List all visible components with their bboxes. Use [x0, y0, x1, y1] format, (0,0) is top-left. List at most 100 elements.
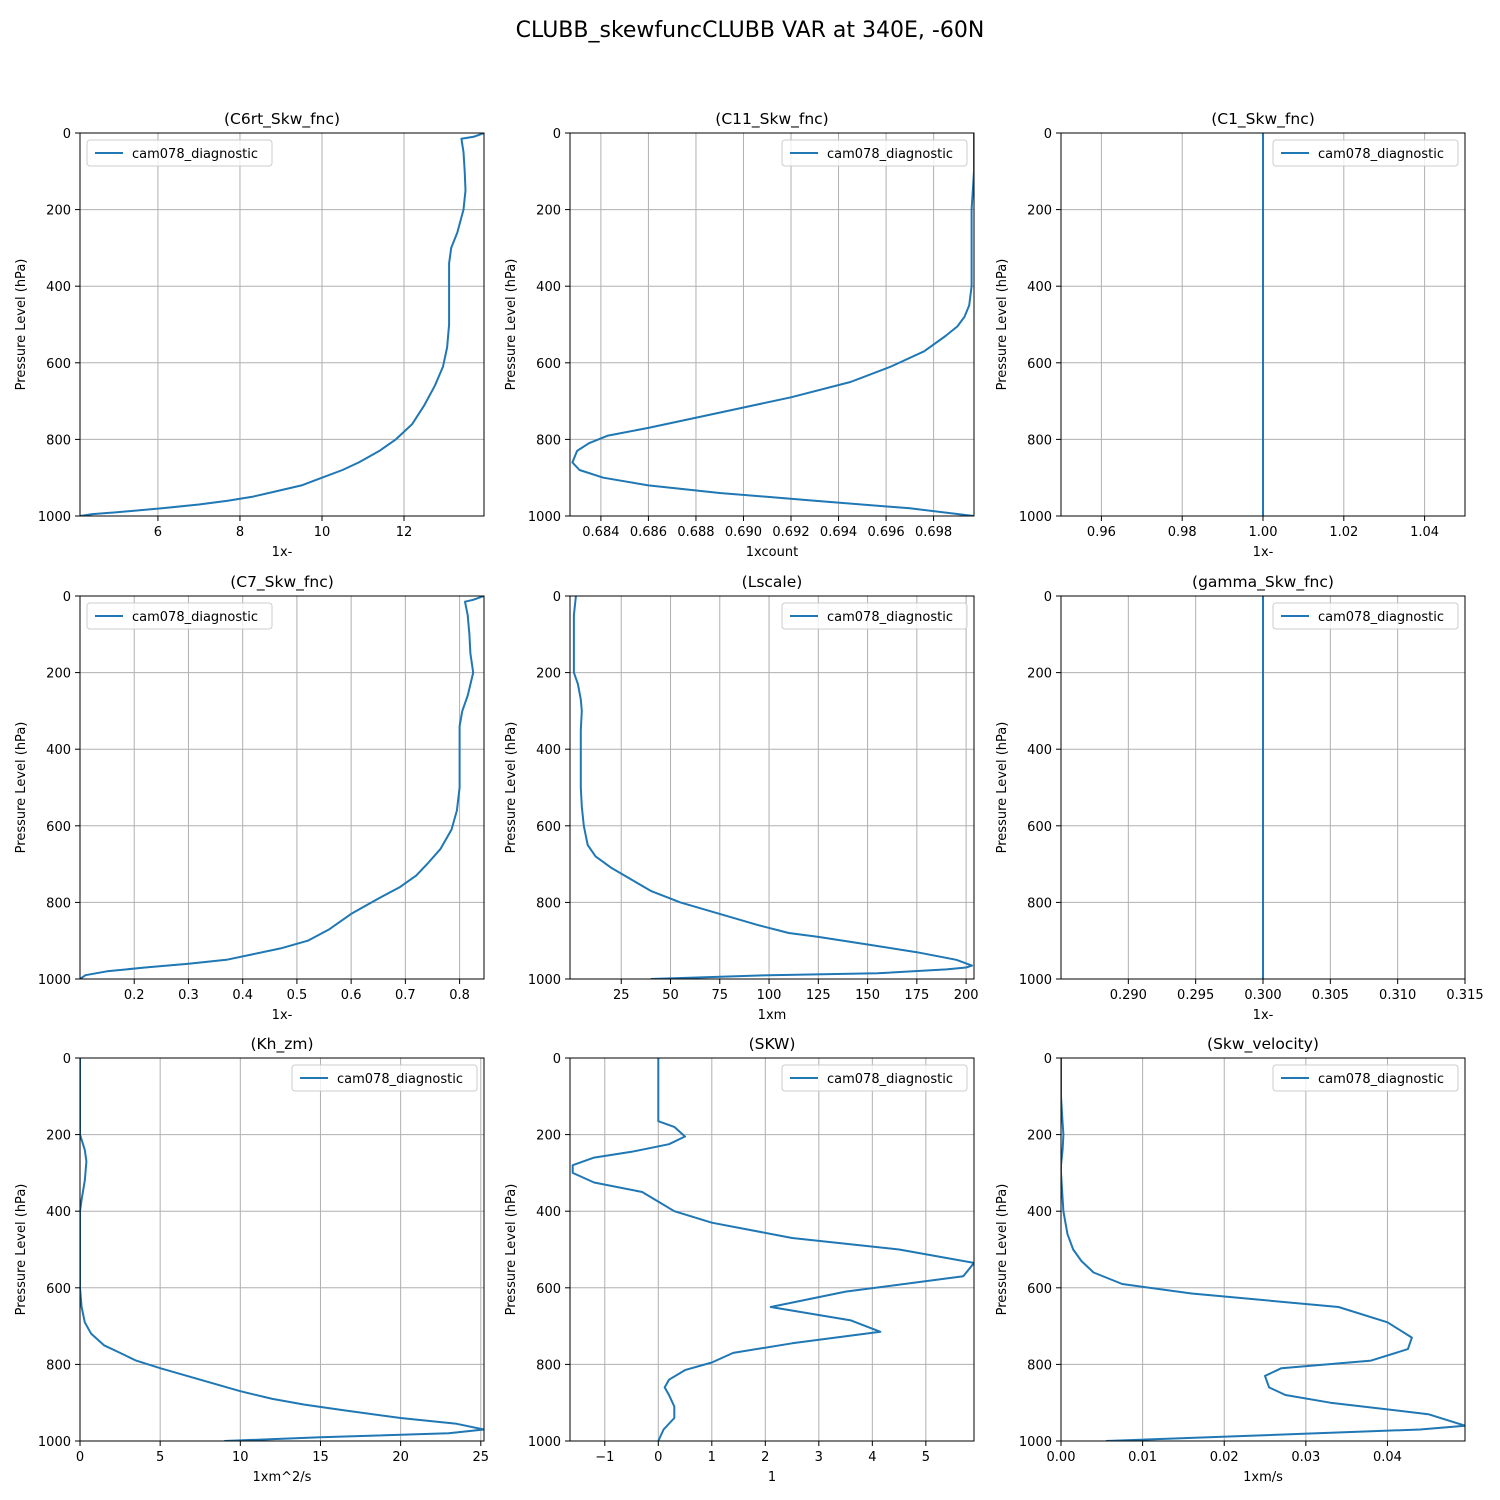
x-tick-label: 0.690 [725, 525, 762, 540]
y-tick-label: 800 [1027, 433, 1052, 448]
x-tick-label: 0.00 [1047, 1450, 1076, 1465]
legend: cam078_diagnostic [86, 139, 273, 167]
y-tick-label: 200 [46, 204, 71, 219]
x-axis-label: 1x- [1253, 1008, 1274, 1023]
legend: cam078_diagnostic [1272, 139, 1459, 167]
x-tick-label: 2 [761, 1450, 769, 1465]
y-axis-label: Pressure Level (hPa) [995, 259, 1010, 391]
x-tick-label: 8 [236, 525, 244, 540]
subplot-grid: 6 8 10 1202004006008001000(C6rt_Skw_fnc)1x-… [14, 110, 1484, 1485]
y-tick-label: 600 [46, 357, 71, 372]
y-tick-label: 1000 [528, 510, 561, 525]
y-tick-label: 200 [46, 1129, 71, 1144]
x-tick-label: 0.7 [395, 988, 416, 1003]
x-tick-label: 175 [904, 988, 929, 1003]
x-axis-label: 1x- [272, 1008, 293, 1023]
y-tick-label: 1000 [1019, 1435, 1052, 1450]
legend: cam078_diagnostic [781, 1064, 968, 1092]
x-tick-label: 0.315 [1446, 988, 1483, 1003]
y-tick-label: 600 [536, 357, 561, 372]
x-tick-label: 0.698 [915, 525, 952, 540]
x-tick-label: 15 [312, 1450, 329, 1465]
legend: cam078_diagnostic [86, 602, 273, 630]
x-tick-label: 10 [314, 525, 331, 540]
legend-box [781, 1064, 968, 1092]
y-tick-label: 1000 [1019, 510, 1052, 525]
y-tick-label: 400 [46, 743, 71, 758]
y-tick-label: 200 [536, 1129, 561, 1144]
legend-box [86, 602, 273, 630]
subplot-title: (C6rt_Skw_fnc) [224, 110, 340, 129]
figure-suptitle: CLUBB_skewfuncCLUBB VAR at 340E, -60N [516, 18, 985, 43]
y-tick-label: 600 [1027, 820, 1052, 835]
y-tick-label: 1000 [528, 1435, 561, 1450]
legend: cam078_diagnostic [1272, 602, 1459, 630]
y-tick-label: 200 [536, 204, 561, 219]
y-tick-label: 0 [63, 590, 71, 605]
x-tick-label: 100 [757, 988, 782, 1003]
y-tick-label: 800 [1027, 1358, 1052, 1373]
axes-frame [1060, 1057, 1466, 1442]
axes-frame [79, 1057, 485, 1442]
y-tick-label: 1000 [38, 510, 71, 525]
y-tick-label: 200 [536, 667, 561, 682]
x-tick-label: 1.02 [1329, 525, 1358, 540]
y-tick-label: 400 [46, 1205, 71, 1220]
y-tick-label: 0 [553, 1052, 561, 1067]
y-tick-label: 600 [1027, 357, 1052, 372]
x-tick-label: 1.00 [1249, 525, 1278, 540]
legend-label: cam078_diagnostic [827, 1072, 953, 1087]
subplot-title: (Kh_zm) [250, 1035, 313, 1054]
axes-frame [79, 595, 485, 980]
legend-box [291, 1064, 478, 1092]
subplot-title: (Skw_velocity) [1207, 1035, 1319, 1054]
legend: cam078_diagnostic [781, 602, 968, 630]
y-tick-label: 1000 [528, 973, 561, 988]
subplot-title: (gamma_Skw_fnc) [1192, 573, 1334, 592]
x-tick-label: 20 [392, 1450, 409, 1465]
y-tick-label: 200 [1027, 667, 1052, 682]
y-tick-label: 0 [1044, 1052, 1052, 1067]
y-tick-label: 0 [553, 127, 561, 142]
x-tick-label: 0.696 [867, 525, 904, 540]
legend-label: cam078_diagnostic [337, 1072, 463, 1087]
legend-label: cam078_diagnostic [132, 147, 258, 162]
x-tick-label: 0 [654, 1450, 662, 1465]
x-tick-label: 0.686 [630, 525, 667, 540]
series-line-1 [571, 1058, 974, 1441]
axes-frame [569, 132, 975, 517]
x-tick-label: 5 [922, 1450, 930, 1465]
legend-label: cam078_diagnostic [827, 147, 953, 162]
legend-label: cam078_diagnostic [827, 610, 953, 625]
x-tick-label: 0.684 [582, 525, 619, 540]
legend-label: cam078_diagnostic [1318, 147, 1444, 162]
legend-label: cam078_diagnostic [1318, 610, 1444, 625]
subplot-title: (C1_Skw_fnc) [1211, 110, 1315, 129]
x-tick-label: 0.300 [1244, 988, 1281, 1003]
subplot-title: (C7_Skw_fnc) [230, 573, 334, 592]
x-tick-label: 150 [855, 988, 880, 1003]
x-axis-label: 1 [768, 1470, 776, 1485]
x-tick-label: 0.01 [1128, 1450, 1157, 1465]
legend: cam078_diagnostic [291, 1064, 478, 1092]
x-tick-label: 0.694 [820, 525, 857, 540]
y-axis-label: Pressure Level (hPa) [504, 259, 519, 391]
y-tick-label: 400 [1027, 280, 1052, 295]
subplot-title: (Lscale) [742, 573, 803, 591]
y-axis-label: Pressure Level (hPa) [14, 722, 29, 854]
x-tick-label: 0.688 [677, 525, 714, 540]
x-tick-label: 12 [396, 525, 413, 540]
x-tick-label: 0.02 [1210, 1450, 1239, 1465]
subplot-8: −1 0 1 2 3 4 5 0 200 400 600 800 1000 (SKW) 1 Pressure … [504, 1035, 975, 1485]
legend-label: cam078_diagnostic [1318, 1072, 1444, 1087]
y-tick-label: 0 [1044, 127, 1052, 142]
y-axis-label: Pressure Level (hPa) [14, 1184, 29, 1316]
subplot-1: 6 8 10 12 0 200 400 600 800 1000 (C6rt_Skw_fnc) 1x-… [14, 110, 485, 560]
y-axis-label: Pressure Level (hPa) [14, 259, 29, 391]
subplot-7: 0 5 10 15 20 25 0 200 400 600 800 1000 (Kh_zm) 1xm^2/… [14, 1035, 489, 1485]
subplot-2: 0.684 0.686 0.688 0.690 0.692 0.694 0.696 0.698… [504, 110, 975, 560]
y-tick-label: 600 [536, 820, 561, 835]
legend-box [1272, 602, 1459, 630]
